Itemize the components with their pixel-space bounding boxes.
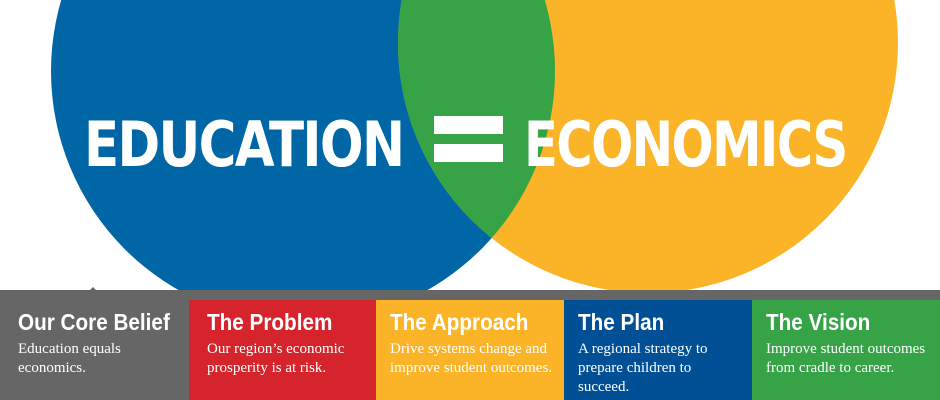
tab-description: A regional strategy to prepare children … <box>578 341 708 395</box>
tab-description: Our region’s economic prosperity is at r… <box>207 341 345 376</box>
tab-approach[interactable]: The Approach Drive systems change and im… <box>376 300 564 400</box>
tab-vision[interactable]: The Vision Improve student outcomes from… <box>752 300 940 400</box>
tab-title: The Problem <box>207 309 333 335</box>
overlap-region <box>398 0 555 293</box>
tab-title: The Approach <box>390 309 529 335</box>
education-heading: EDUCATION <box>84 108 405 181</box>
tab-description: Improve student outcomes from cradle to … <box>766 341 926 376</box>
tab-title: The Plan <box>578 309 665 335</box>
tab-plan[interactable]: The Plan A regional strategy to prepare … <box>564 300 752 400</box>
economics-heading: ECONOMICS <box>524 108 848 181</box>
tab-problem[interactable]: The Problem Our region’s economic prospe… <box>189 300 376 400</box>
tab-description: Drive systems change and improve student… <box>390 341 553 376</box>
tab-core-belief[interactable]: Our Core Belief Education equals economi… <box>0 290 189 400</box>
tab-description: Education equals economics. <box>18 341 121 376</box>
tab-strip <box>0 290 940 300</box>
tab-title: Our Core Belief <box>18 309 170 335</box>
equals-sign-bottom-bar <box>434 144 503 162</box>
tab-title: The Vision <box>766 309 871 335</box>
equals-sign-top-bar <box>434 116 503 134</box>
